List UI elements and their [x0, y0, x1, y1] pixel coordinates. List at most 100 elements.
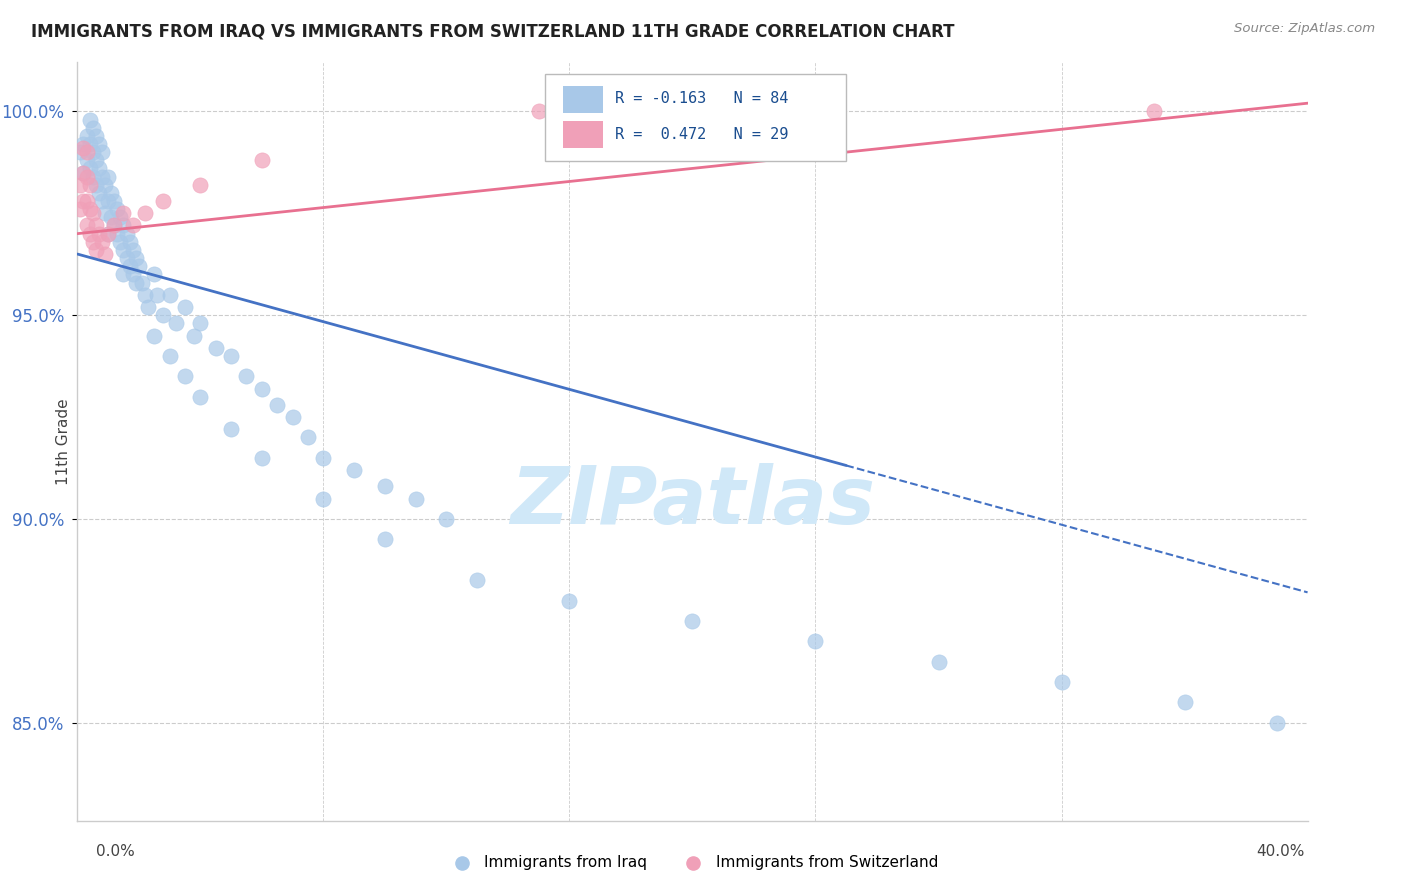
Point — [1265, 715, 1288, 730]
Point — [115, 251, 138, 265]
Point — [159, 287, 181, 301]
Point — [84, 178, 107, 192]
Text: ZIPatlas: ZIPatlas — [510, 463, 875, 541]
Point — [94, 247, 117, 261]
Point — [87, 227, 110, 241]
Point — [118, 259, 141, 273]
Point — [121, 243, 143, 257]
Point — [374, 479, 396, 493]
Point — [281, 410, 304, 425]
Point — [1143, 104, 1166, 119]
Point — [112, 243, 135, 257]
Point — [165, 316, 187, 330]
FancyBboxPatch shape — [564, 120, 603, 148]
Point — [103, 194, 125, 208]
Point — [682, 614, 704, 628]
Point — [112, 268, 135, 282]
Point — [204, 341, 226, 355]
Point — [79, 202, 101, 217]
Point — [79, 161, 101, 176]
Point — [312, 491, 335, 506]
Point — [97, 227, 120, 241]
Point — [115, 227, 138, 241]
Point — [97, 227, 120, 241]
Point — [76, 219, 98, 233]
Point — [94, 206, 117, 220]
Point — [84, 243, 107, 257]
Point — [112, 206, 135, 220]
Point — [103, 219, 125, 233]
Point — [87, 186, 110, 200]
Point — [121, 268, 143, 282]
Point — [112, 219, 135, 233]
Point — [146, 287, 169, 301]
Point — [134, 206, 156, 220]
Point — [87, 136, 110, 151]
Point — [72, 194, 94, 208]
Point — [110, 235, 132, 249]
Point — [174, 369, 197, 384]
Point — [84, 128, 107, 143]
Point — [72, 136, 94, 151]
Point — [152, 194, 174, 208]
Point — [82, 120, 104, 135]
Point — [100, 186, 122, 200]
Point — [125, 276, 148, 290]
Point — [136, 300, 159, 314]
Text: 0.0%: 0.0% — [96, 845, 135, 859]
Point — [250, 153, 273, 168]
Point — [312, 450, 335, 465]
Text: IMMIGRANTS FROM IRAQ VS IMMIGRANTS FROM SWITZERLAND 11TH GRADE CORRELATION CHART: IMMIGRANTS FROM IRAQ VS IMMIGRANTS FROM … — [31, 22, 955, 40]
Y-axis label: 11th Grade: 11th Grade — [56, 398, 70, 485]
Point — [188, 390, 212, 404]
Point — [266, 398, 288, 412]
Point — [103, 219, 125, 233]
Point — [152, 308, 174, 322]
Point — [94, 178, 117, 192]
Point — [183, 328, 205, 343]
Point — [250, 382, 273, 396]
Point — [143, 268, 166, 282]
Point — [79, 136, 101, 151]
Point — [69, 178, 91, 192]
Point — [465, 573, 488, 587]
Point — [188, 316, 212, 330]
Point — [128, 259, 150, 273]
Point — [928, 655, 950, 669]
Point — [405, 491, 427, 506]
Point — [118, 235, 141, 249]
Point — [76, 128, 98, 143]
Point — [90, 145, 114, 160]
Point — [84, 153, 107, 168]
FancyBboxPatch shape — [546, 74, 846, 161]
Point — [69, 202, 91, 217]
Point — [90, 194, 114, 208]
Point — [87, 161, 110, 176]
Point — [131, 276, 153, 290]
Point — [79, 227, 101, 241]
Point — [188, 178, 212, 192]
Text: R =  0.472   N = 29: R = 0.472 N = 29 — [614, 127, 789, 142]
Point — [105, 202, 128, 217]
Point — [90, 235, 114, 249]
Point — [76, 145, 98, 160]
Point — [90, 169, 114, 184]
Point — [100, 211, 122, 225]
Point — [82, 169, 104, 184]
Point — [343, 463, 366, 477]
Legend: Immigrants from Iraq, Immigrants from Switzerland: Immigrants from Iraq, Immigrants from Sw… — [446, 855, 939, 870]
Point — [159, 349, 181, 363]
Point — [297, 430, 319, 444]
Point — [527, 104, 550, 119]
Point — [82, 145, 104, 160]
Point — [97, 194, 120, 208]
Point — [82, 235, 104, 249]
Point — [76, 153, 98, 168]
Point — [436, 512, 458, 526]
Point — [374, 533, 396, 547]
Point — [121, 219, 143, 233]
Text: R = -0.163   N = 84: R = -0.163 N = 84 — [614, 91, 789, 106]
Point — [69, 145, 91, 160]
Text: Source: ZipAtlas.com: Source: ZipAtlas.com — [1234, 22, 1375, 36]
Point — [105, 227, 128, 241]
